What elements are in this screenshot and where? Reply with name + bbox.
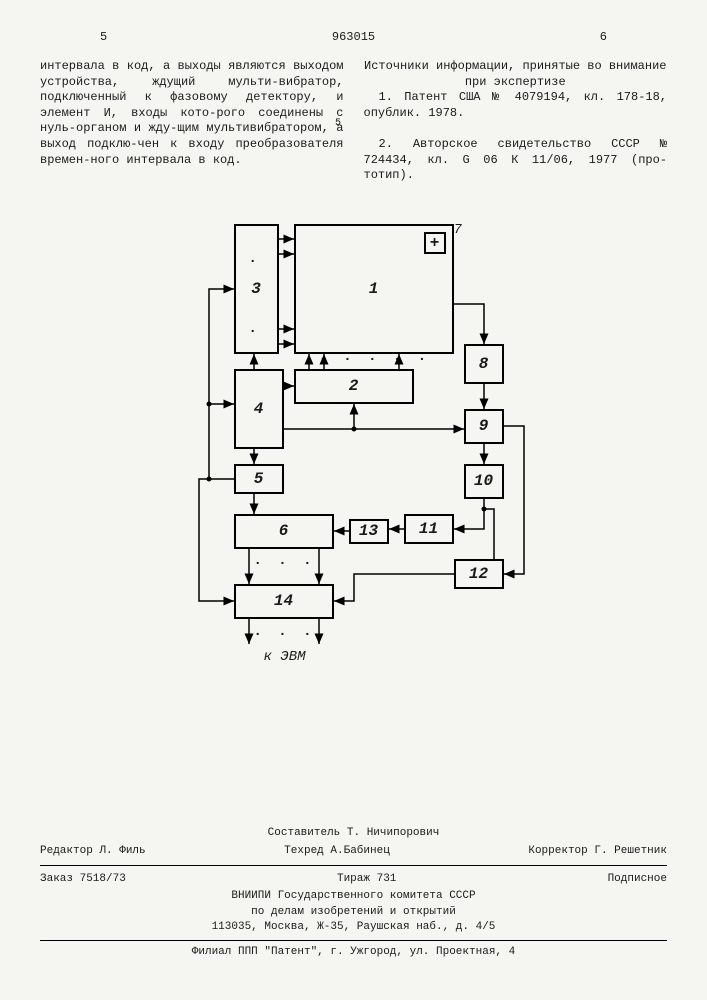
corrector-name: Г. Решетник — [594, 845, 667, 857]
dots-6: · · · — [254, 556, 316, 572]
footer: Составитель Т. Ничипорович Редактор Л. Ф… — [40, 826, 667, 960]
block-4: 4 — [234, 369, 284, 449]
col-num-left: 5 — [100, 30, 107, 44]
ref-2: 2. Авторское свидетельство СССР № 724434… — [364, 137, 668, 184]
order-num: Заказ 7518/73 — [40, 872, 126, 887]
block-11: 11 — [404, 514, 454, 544]
address: 113035, Москва, Ж-35, Раушская наб., д. … — [40, 920, 667, 935]
block-diagram: 1 2 3 4 5 6 + 7 8 9 10 11 12 13 14 · · ·… — [154, 204, 554, 684]
block-9: 9 — [464, 409, 504, 444]
tirazh: Тираж 731 — [337, 872, 396, 887]
block-10: 10 — [464, 464, 504, 499]
block-12: 12 — [454, 559, 504, 589]
compiler-name: Т. Ничипорович — [347, 827, 439, 839]
block-7: + — [424, 232, 446, 254]
techred-label: Техред — [284, 845, 324, 857]
techred-name: А.Бабинец — [330, 845, 389, 857]
branch: Филиал ППП "Патент", г. Ужгород, ул. Про… — [40, 945, 667, 960]
page-header: 5 963015 6 — [40, 30, 667, 44]
dots-14: · · · — [254, 627, 316, 643]
block-7-num: 7 — [454, 222, 462, 238]
text-columns: интервала в код, а выходы являются выход… — [40, 59, 667, 184]
org-line-1: ВНИИПИ Государственного комитета СССР — [40, 889, 667, 904]
podpisnoe: Подписное — [608, 872, 667, 887]
compiler-label: Составитель — [268, 827, 341, 839]
ref-1: 1. Патент США № 4079194, кл. 178-18, опу… — [364, 90, 668, 121]
refs-heading: Источники информации, принятые во вниман… — [364, 59, 668, 90]
col-num-right: 6 — [600, 30, 607, 44]
block-13: 13 — [349, 519, 389, 544]
editor-label: Редактор — [40, 845, 93, 857]
corrector-label: Корректор — [528, 845, 587, 857]
left-column: интервала в код, а выходы являются выход… — [40, 59, 344, 184]
line-marker: 5 — [335, 118, 341, 129]
dots-2-1: · · · · · — [319, 352, 431, 368]
block-6: 6 — [234, 514, 334, 549]
block-2: 2 — [294, 369, 414, 404]
doc-number: 963015 — [332, 30, 375, 44]
dots-3-1-bot: · — [249, 324, 261, 340]
right-column: Источники информации, принятые во вниман… — [364, 59, 668, 184]
block-14: 14 — [234, 584, 334, 619]
dots-3-1-top: · — [249, 254, 261, 270]
block-8: 8 — [464, 344, 504, 384]
block-5: 5 — [234, 464, 284, 494]
editor-name: Л. Филь — [99, 845, 145, 857]
output-label: к ЭВМ — [264, 649, 306, 665]
org-line-2: по делам изобретений и открытий — [40, 905, 667, 920]
